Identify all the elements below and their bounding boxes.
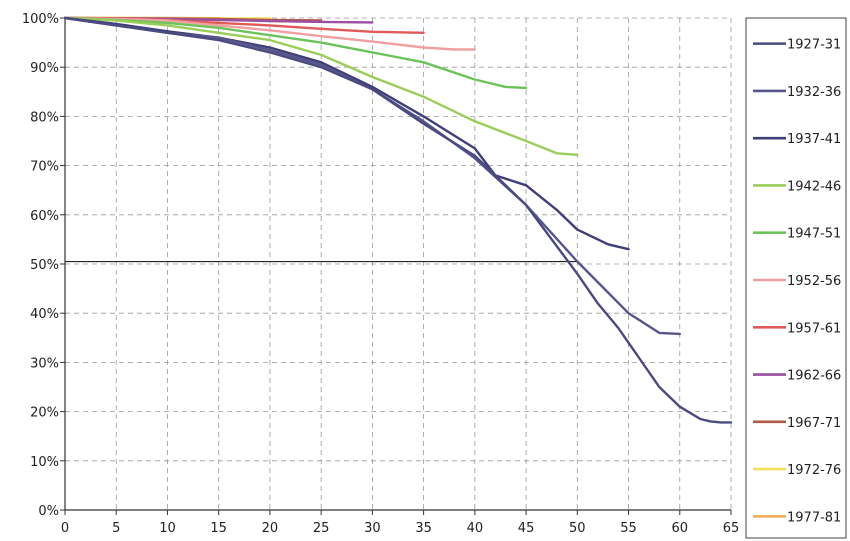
series-line-1942-46 xyxy=(63,16,579,157)
legend-label: 1927-31 xyxy=(787,38,841,53)
series-line-1927-31 xyxy=(63,16,733,424)
gridlines xyxy=(65,17,732,510)
y-tick-label: 10% xyxy=(30,455,59,470)
x-tick-label: 35 xyxy=(415,521,432,536)
legend-label: 1952-56 xyxy=(787,274,841,289)
y-tick-label: 70% xyxy=(30,160,59,175)
y-tick-label: 100% xyxy=(22,12,59,27)
x-tick-label: 25 xyxy=(313,521,330,536)
x-tick-label: 10 xyxy=(159,521,176,536)
legend-label: 1967-71 xyxy=(787,416,841,431)
x-tick-label: 0 xyxy=(61,521,69,536)
series-line-1947-51 xyxy=(63,16,528,90)
y-tick-labels: 0% 10% 20% 30% 40% 50% 60% 70% 80% 90% 100% xyxy=(22,12,59,519)
x-tick-label: 60 xyxy=(671,521,688,536)
legend-label: 1972-76 xyxy=(787,463,841,478)
y-tick-label: 60% xyxy=(30,209,59,224)
y-tick-label: 50% xyxy=(30,258,59,273)
legend-label: 1942-46 xyxy=(787,179,841,194)
series-lines xyxy=(63,16,733,424)
x-tick-label: 65 xyxy=(723,521,740,536)
axes xyxy=(60,17,732,515)
x-tick-label: 5 xyxy=(112,521,120,536)
x-tick-label: 55 xyxy=(620,521,637,536)
series-line-1952-56 xyxy=(63,16,476,51)
x-tick-label: 45 xyxy=(518,521,535,536)
y-tick-label: 90% xyxy=(30,61,59,76)
x-tick-label: 15 xyxy=(210,521,227,536)
y-tick-label: 40% xyxy=(30,307,59,322)
x-tick-label: 30 xyxy=(364,521,381,536)
x-tick-label: 20 xyxy=(262,521,279,536)
x-tick-label: 50 xyxy=(569,521,586,536)
x-tick-labels: 0 5 10 15 20 25 30 35 40 45 50 55 60 65 xyxy=(61,521,739,536)
legend-label: 1977-81 xyxy=(787,510,841,525)
y-tick-label: 0% xyxy=(38,504,59,519)
legend-label: 1932-36 xyxy=(787,85,841,100)
legend-label: 1957-61 xyxy=(787,321,841,336)
legend-box xyxy=(745,17,847,539)
y-tick-label: 80% xyxy=(30,110,59,125)
y-tick-label: 30% xyxy=(30,356,59,371)
y-tick-label: 20% xyxy=(30,406,59,421)
legend-label: 1947-51 xyxy=(787,227,841,242)
x-tick-label: 40 xyxy=(467,521,484,536)
legend-label: 1962-66 xyxy=(787,369,841,384)
legend-label: 1937-41 xyxy=(787,132,841,147)
legend: 1927-31 1932-36 1937-41 1942-46 1947-51 1952-… xyxy=(745,17,847,539)
